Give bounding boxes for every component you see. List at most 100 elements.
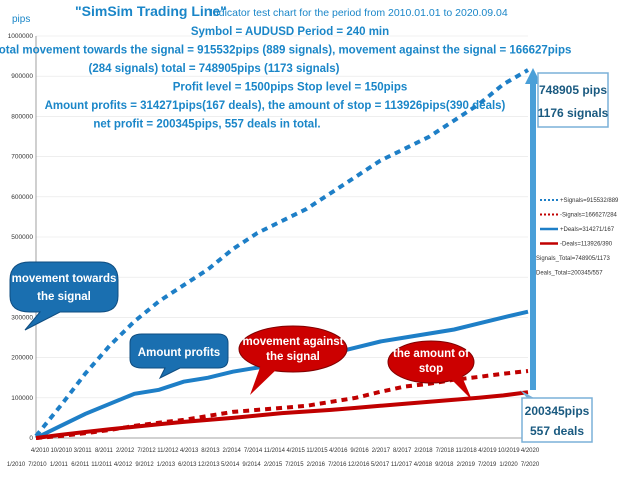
x-tick-label: 8/2011 — [95, 448, 114, 454]
y-tick-label: 700000 — [11, 154, 33, 161]
legend-entry: -Signals=166627/284 — [560, 213, 618, 219]
legend: +Signals=915532/889 -Signals=166627/284 +D… — [536, 198, 619, 277]
callout-text: the signal — [266, 351, 320, 363]
x-tick-label: 7/2014 — [244, 448, 263, 454]
callout-text: movement towards — [12, 273, 117, 285]
x-tick-label: 9/2014 — [242, 462, 261, 468]
x-tick-label: 1/2013 — [157, 462, 176, 468]
info-text-block: Symbol = AUDUSD Period = 240 min Total mo… — [0, 26, 571, 131]
legend-entry: +Deals=314271/167 — [560, 227, 615, 233]
chart-subtitle: Indicator test chart for the period from… — [210, 7, 508, 19]
callout-movement-towards — [9, 261, 119, 331]
x-tick-label: 7/2012 — [137, 448, 156, 454]
x-tick-label: 7/2015 — [285, 462, 304, 468]
total-signals: 1176 signals — [538, 106, 609, 120]
legend-entry: Signals_Total=748905/1173 — [536, 256, 610, 262]
x-tick-label: 11/2018 — [455, 448, 477, 454]
x-tick-label: 7/2018 — [436, 448, 455, 454]
callout-amount-of-stop — [387, 340, 475, 400]
x-tick-label: 6/2011 — [71, 462, 90, 468]
y-axis-label: pips — [12, 14, 30, 25]
x-tick-label: 8/2013 — [201, 448, 220, 454]
x-tick-label: 12/2013 — [198, 462, 220, 468]
x-tick-label: 10/2010 — [50, 448, 72, 454]
total-arrow — [525, 68, 541, 390]
x-tick-label: 1/2010 — [7, 462, 26, 468]
y-tick-label: 800000 — [11, 113, 33, 120]
y-tick-label: 500000 — [11, 234, 33, 241]
x-tick-label: 9/2016 — [350, 448, 369, 454]
x-tick-label: 2/2017 — [372, 448, 391, 454]
series-line-4 — [35, 390, 529, 440]
x-tick-label: 11/2011 — [91, 462, 112, 468]
x-tick-label: 4/2016 — [329, 448, 348, 454]
y-tick-label: 600000 — [11, 194, 33, 201]
series-line-1 — [34, 68, 529, 438]
info-line: (284 signals) total = 748905pips (1173 s… — [89, 63, 340, 75]
x-tick-label: 4/2019 — [478, 448, 497, 454]
y-tick-label: 200000 — [11, 355, 33, 362]
y-tick-label: 300000 — [11, 314, 33, 321]
callout-text: stop — [419, 363, 443, 375]
chart-title: "SimSim Trading Line" — [75, 3, 227, 19]
info-line: Symbol = AUDUSD Period = 240 min — [191, 26, 389, 38]
x-tick-label: 11/2014 — [264, 448, 286, 454]
x-tick-label: 2/2015 — [264, 462, 283, 468]
axes — [35, 36, 536, 439]
x-tick-label: 3/2011 — [74, 448, 93, 454]
x-tick-label: 7/2019 — [478, 462, 497, 468]
x-tick-label: 4/2010 — [31, 448, 50, 454]
x-tick-label: 9/2012 — [135, 462, 154, 468]
callout-text: movement against — [243, 336, 344, 348]
x-tick-label: 12/2016 — [348, 462, 370, 468]
callout-labels: movement towards the signal Amount profits… — [12, 273, 470, 375]
y-tick-label: 1000000 — [8, 33, 34, 40]
x-tick-label: 8/2017 — [393, 448, 412, 454]
legend-entry: -Deals=113926/390 — [560, 242, 613, 248]
x-tick-label: 7/2010 — [28, 462, 47, 468]
net-pips: 200345pips — [525, 404, 590, 418]
x-tick-label: 11/2012 — [157, 448, 179, 454]
y-tick-label: 100000 — [11, 395, 33, 402]
callout-amount-profits — [129, 333, 229, 380]
x-tick-label: 6/2013 — [178, 462, 197, 468]
legend-entry: Deals_Total=200345/557 — [536, 271, 603, 277]
x-tick-label: 4/2012 — [114, 462, 133, 468]
x-tick-label: 9/2018 — [435, 462, 454, 468]
x-tick-label: 2/2012 — [116, 448, 135, 454]
x-tick-label: 5/2014 — [221, 462, 240, 468]
x-tick-label: 4/2013 — [180, 448, 199, 454]
x-tick-label: 7/2016 — [328, 462, 347, 468]
x-tick-label: 11/2015 — [306, 448, 328, 454]
x-tick-label: 4/2015 — [286, 448, 305, 454]
x-tick-label: 11/2017 — [391, 462, 413, 468]
x-tick-label: 7/2020 — [521, 462, 540, 468]
info-line: Amount profits = 314271pips(167 deals), … — [45, 100, 506, 112]
x-tick-label: 5/2017 — [371, 462, 390, 468]
legend-entry: +Signals=915532/889 — [560, 198, 619, 204]
x-tick-label: 1/2011 — [50, 462, 69, 468]
grid-lines — [36, 35, 528, 439]
x-tick-label: 2/2014 — [223, 448, 242, 454]
callout-movement-against — [238, 325, 348, 395]
callout-text: Amount profits — [138, 347, 220, 359]
callout-text: the amount of — [393, 348, 469, 360]
x-tick-label: 2/2016 — [307, 462, 326, 468]
y-tick-label: 0 — [29, 435, 33, 442]
x-tick-label: 1/2020 — [499, 462, 518, 468]
x-tick-label: 2/2019 — [457, 462, 476, 468]
total-pips: 748905 pips — [539, 83, 607, 97]
net-deals: 557 deals — [530, 424, 584, 438]
x-tick-label: 4/2018 — [414, 462, 433, 468]
x-tick-label: 10/2019 — [498, 448, 520, 454]
total-box: 748905 pips 1176 signals — [537, 72, 609, 128]
x-tick-label: 2/2018 — [414, 448, 433, 454]
callout-text: the signal — [37, 291, 91, 303]
y-tick-labels: 0100000200000300000400000500000600000700… — [8, 33, 34, 442]
info-line: Profit level = 1500pips Stop level = 150… — [173, 82, 408, 94]
net-box: 200345pips 557 deals — [520, 390, 593, 443]
x-tick-label: 4/2020 — [521, 448, 540, 454]
y-tick-label: 900000 — [11, 73, 33, 80]
x-tick-labels: 4/2010 10/2010 3/2011 8/2011 2/2012 7/2012 11/… — [7, 448, 540, 468]
